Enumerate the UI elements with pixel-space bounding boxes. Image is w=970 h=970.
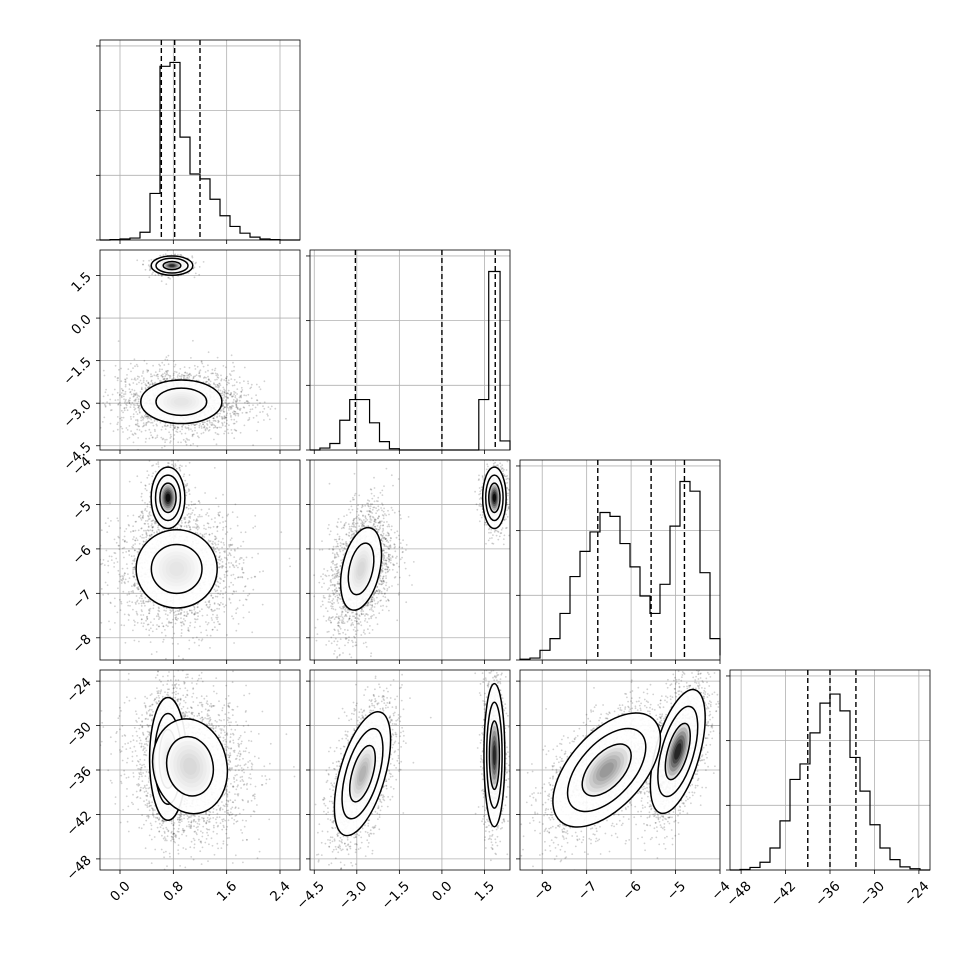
contour-line bbox=[485, 701, 503, 809]
x-tick-label: 0.0 bbox=[429, 878, 456, 905]
contour-line bbox=[566, 727, 647, 813]
x-tick-label: −6 bbox=[619, 878, 644, 903]
histogram-step bbox=[310, 270, 511, 451]
y-tick-label: −3.0 bbox=[60, 397, 94, 431]
contour-line bbox=[483, 682, 506, 828]
x-tick-label: 0.8 bbox=[160, 878, 187, 905]
y-tick-label: 0.0 bbox=[68, 312, 95, 339]
panel-frame bbox=[99, 459, 301, 661]
contour-line bbox=[347, 542, 375, 596]
density-panel-4-3: −8 −7 −6 −5 −4 bbox=[516, 669, 734, 904]
panel-frame bbox=[99, 39, 301, 241]
density-shade bbox=[599, 762, 614, 778]
histogram-panel-4: −48 −42 −36 −30 −24 bbox=[723, 669, 933, 910]
histogram-panel-1 bbox=[96, 39, 301, 244]
x-tick-label: −3.0 bbox=[336, 878, 370, 912]
contour-line bbox=[150, 543, 203, 595]
histogram-step bbox=[100, 61, 300, 241]
contour-line bbox=[348, 744, 376, 803]
density-shade bbox=[183, 757, 197, 775]
contour-line bbox=[339, 526, 383, 611]
y-tick-label: −30 bbox=[63, 719, 94, 750]
x-tick-label: −7 bbox=[575, 878, 600, 903]
x-tick-label: −30 bbox=[857, 878, 888, 909]
contour-line bbox=[162, 260, 182, 271]
contour-line bbox=[150, 466, 186, 530]
density-panel-3-1: −8−7−6−5−4 bbox=[69, 454, 301, 664]
contour-line bbox=[552, 712, 662, 828]
y-tick-label: −5 bbox=[69, 498, 94, 523]
x-tick-label: −1.5 bbox=[378, 878, 412, 912]
contour-line bbox=[150, 255, 194, 276]
contour-line bbox=[481, 466, 507, 530]
x-tick-label: 2.4 bbox=[267, 878, 294, 905]
density-panel-4-1: 0.0 0.8 1.6 2.4 −48 −42 −36 −30 −24 bbox=[63, 669, 301, 905]
contour-line bbox=[341, 727, 384, 820]
contour-line bbox=[155, 257, 189, 274]
contour-line bbox=[159, 482, 177, 514]
panel-frame bbox=[309, 459, 511, 661]
y-tick-label: −48 bbox=[63, 852, 94, 883]
density-shade bbox=[169, 264, 175, 267]
x-tick-label: 0.0 bbox=[107, 878, 134, 905]
density-shade bbox=[358, 765, 367, 782]
y-tick-label: −42 bbox=[63, 808, 94, 839]
density-shade bbox=[357, 561, 365, 577]
contour-line bbox=[154, 474, 182, 522]
y-tick-label: −8 bbox=[69, 631, 94, 656]
density-panel-3-2 bbox=[306, 459, 511, 664]
x-tick-label: 1.5 bbox=[472, 878, 499, 905]
contour-line bbox=[135, 529, 218, 609]
x-tick-label: −4.5 bbox=[293, 878, 327, 912]
y-tick-label: −6 bbox=[69, 542, 94, 567]
x-tick-label: −5 bbox=[664, 878, 689, 903]
contour-line bbox=[333, 711, 392, 837]
density-shade bbox=[165, 493, 171, 503]
density-shade bbox=[492, 745, 496, 766]
histogram-step bbox=[519, 480, 721, 660]
x-tick-label: −24 bbox=[901, 878, 932, 909]
x-tick-label: −36 bbox=[812, 878, 843, 909]
x-tick-label: 1.6 bbox=[214, 878, 241, 905]
y-tick-label: −1.5 bbox=[60, 354, 94, 388]
contour-line bbox=[581, 743, 632, 797]
density-shade bbox=[173, 397, 189, 406]
panel-frame bbox=[519, 459, 721, 661]
contour-line bbox=[140, 379, 223, 425]
contour-line bbox=[165, 735, 215, 797]
contour-line bbox=[484, 474, 504, 522]
x-tick-label: −42 bbox=[768, 878, 799, 909]
panel-frame bbox=[99, 249, 301, 451]
density-shade bbox=[674, 743, 682, 760]
contour-line bbox=[151, 718, 229, 815]
density-panel-2-1: −4.5−3.0−1.50.01.5 bbox=[60, 249, 301, 474]
density-shade bbox=[492, 493, 497, 503]
y-tick-label: −7 bbox=[69, 587, 94, 612]
density-shade bbox=[169, 561, 185, 577]
contour-line bbox=[155, 387, 208, 417]
histogram-panel-2 bbox=[306, 249, 511, 454]
density-panel-4-2: −4.5 −3.0 −1.5 0.0 1.5 bbox=[293, 669, 511, 913]
y-tick-label: −36 bbox=[63, 764, 94, 795]
x-tick-label: −8 bbox=[530, 878, 555, 903]
histogram-panel-3 bbox=[516, 459, 721, 664]
contour-line bbox=[664, 722, 691, 781]
contour-line bbox=[488, 720, 501, 791]
y-tick-label: 1.5 bbox=[68, 269, 95, 296]
y-tick-label: −24 bbox=[63, 675, 94, 706]
panel-frame bbox=[309, 249, 511, 451]
contour-line bbox=[488, 482, 501, 514]
contour-line bbox=[657, 705, 699, 798]
